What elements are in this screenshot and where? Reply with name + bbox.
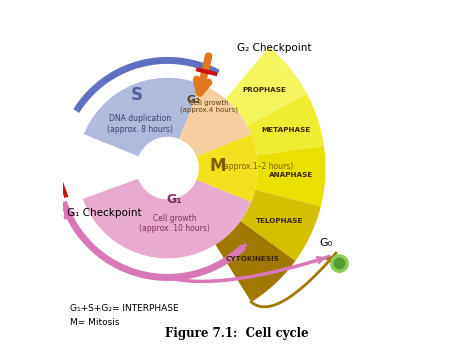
Polygon shape (179, 84, 251, 156)
Text: PROPHASE: PROPHASE (242, 87, 286, 93)
Text: TELOPHASE: TELOPHASE (256, 217, 304, 224)
Text: G₁ Checkpoint: G₁ Checkpoint (67, 208, 141, 218)
Text: METAPHASE: METAPHASE (261, 127, 310, 133)
Text: ANAPHASE: ANAPHASE (269, 172, 314, 177)
Text: G₂ Checkpoint: G₂ Checkpoint (237, 43, 311, 53)
Text: CYTOKINESIS: CYTOKINESIS (225, 256, 279, 262)
Circle shape (138, 139, 197, 197)
Text: G₁: G₁ (167, 193, 182, 206)
Polygon shape (255, 146, 326, 206)
Polygon shape (247, 94, 324, 155)
Polygon shape (84, 78, 201, 156)
Text: M: M (209, 157, 226, 175)
Text: M= Mitosis: M= Mitosis (70, 318, 120, 327)
Circle shape (334, 258, 345, 269)
Text: G₁+S+G₂= INTERPHASE: G₁+S+G₂= INTERPHASE (70, 304, 179, 313)
Text: DNA duplication
(approx. 8 hours): DNA duplication (approx. 8 hours) (108, 114, 173, 134)
Text: (approx.1–2 hours): (approx.1–2 hours) (221, 162, 293, 171)
Polygon shape (226, 47, 307, 126)
Polygon shape (241, 190, 321, 261)
Text: Cell growth
(approx.4 hours): Cell growth (approx.4 hours) (180, 99, 238, 113)
Text: G₀: G₀ (319, 238, 332, 248)
Circle shape (331, 255, 348, 272)
Text: Figure 7.1:  Cell cycle: Figure 7.1: Cell cycle (165, 327, 309, 340)
Polygon shape (215, 221, 295, 302)
Text: S: S (131, 86, 143, 104)
Text: Cell growth
(approx. 10 hours): Cell growth (approx. 10 hours) (139, 214, 210, 233)
Polygon shape (83, 179, 251, 258)
Polygon shape (197, 134, 258, 202)
Text: G₂: G₂ (187, 95, 201, 105)
